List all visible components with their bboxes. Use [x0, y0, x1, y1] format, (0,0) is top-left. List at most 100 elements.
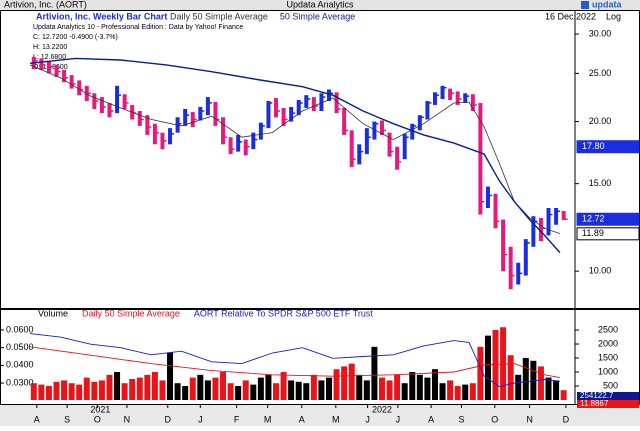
volume-bar [424, 377, 431, 400]
y2-tick-label: 0.0600 [6, 324, 34, 334]
year-label: 2021 [90, 404, 110, 414]
price-bar [425, 100, 430, 120]
y2-tick-label: 0.0500 [6, 342, 34, 352]
volume-bar [197, 374, 204, 400]
price-bar [168, 128, 173, 145]
volume-bar [348, 363, 355, 400]
price-panel [0, 10, 640, 309]
price-bar [62, 69, 67, 83]
price-bar [349, 130, 354, 168]
price-bar [54, 64, 59, 77]
price-bar [213, 101, 218, 126]
volume-bar [545, 377, 552, 400]
x-tick-label: A [428, 414, 434, 424]
price-tag-label: 11.89 [582, 228, 604, 238]
volume-bar [462, 384, 469, 400]
y-tick-label: 1500 [598, 352, 618, 362]
volume-bar [136, 377, 143, 400]
volume-bar [500, 327, 507, 400]
volume-bar [121, 383, 128, 400]
price-bar [236, 134, 241, 152]
price-bar [402, 133, 407, 160]
y-tick-label: 15.00 [589, 178, 612, 188]
volume-bar [204, 380, 211, 400]
volume-bar [394, 374, 401, 400]
moving-average [29, 57, 561, 254]
price-bar [152, 123, 157, 145]
y-tick-label: 10.00 [589, 266, 612, 276]
y-tick-label: 1000 [598, 366, 618, 376]
legend-entry: Volume [38, 308, 68, 318]
volume-bar [522, 358, 529, 400]
volume-bar [189, 377, 196, 400]
series-line [29, 333, 560, 388]
price-bar [410, 123, 415, 140]
price-tag [576, 140, 640, 154]
y2-tick-label: 0.0400 [6, 360, 34, 370]
price-bar [372, 121, 377, 140]
price-tag [576, 227, 640, 241]
volume-bar [106, 374, 113, 400]
price-bar [501, 219, 506, 272]
price-bar [395, 146, 400, 170]
volume-bar [83, 377, 90, 400]
price-bar [470, 94, 475, 112]
volume-bar [129, 379, 136, 400]
chart-title: Artivion, Inc. Weekly Bar Chart [36, 11, 167, 21]
volume-bar [454, 386, 461, 400]
price-bar [546, 208, 551, 236]
volume-bar [288, 380, 295, 400]
price-bar [221, 117, 226, 145]
price-bar [228, 137, 233, 155]
volume-bar [333, 369, 340, 400]
volume-bar [310, 374, 317, 400]
value-tag-label: 11.8867 [580, 399, 609, 408]
series-line [29, 346, 560, 379]
x-axis-band [0, 405, 640, 426]
price-bar [183, 108, 188, 126]
volume-bar [182, 386, 189, 400]
y-tick-label: 30.00 [589, 28, 612, 38]
volume-bar [265, 374, 272, 400]
header-title: Artivion, Inc. (AORT) [4, 0, 87, 9]
price-bar [485, 186, 490, 209]
y2-tick-label: 0.0300 [6, 377, 34, 387]
info-text: H: 13.2200 [33, 44, 67, 51]
x-tick-label: N [526, 414, 533, 424]
x-tick-label: A [34, 414, 40, 424]
legend-entry: 50 Simple Average [280, 11, 355, 21]
price-bar [387, 132, 392, 157]
x-tick-label: D [563, 414, 570, 424]
price-bar [561, 210, 566, 220]
scale-label: Log [606, 11, 621, 21]
price-bar [122, 94, 127, 109]
price-bar [463, 93, 468, 103]
volume-bar [416, 374, 423, 400]
x-tick-label: F [234, 414, 240, 424]
price-bar [334, 92, 339, 114]
volume-bar [144, 374, 151, 400]
volume-bar [159, 380, 166, 400]
x-tick-label: O [491, 414, 498, 424]
price-bar [478, 102, 483, 215]
price-bar [198, 106, 203, 121]
value-tag [577, 392, 639, 400]
x-tick-label: M [332, 414, 340, 424]
price-bar [493, 193, 498, 229]
volume-bar [507, 355, 514, 400]
moving-average [29, 64, 561, 234]
price-bar [417, 115, 422, 131]
volume-bar [235, 386, 242, 400]
x-tick-label: J [396, 414, 401, 424]
volume-bar [76, 384, 83, 400]
price-bar [379, 120, 384, 135]
volume-bar [227, 383, 234, 400]
volume-bar [363, 380, 370, 400]
price-bar [326, 89, 331, 101]
volume-bar [220, 372, 227, 400]
info-text: L: 12.6800 [33, 54, 66, 61]
price-bar [69, 75, 74, 89]
legend-entry: Daily 50 Simple Average [170, 11, 268, 21]
price-bar [455, 91, 460, 105]
chart-date: 16 Dec 2022 [545, 11, 596, 21]
